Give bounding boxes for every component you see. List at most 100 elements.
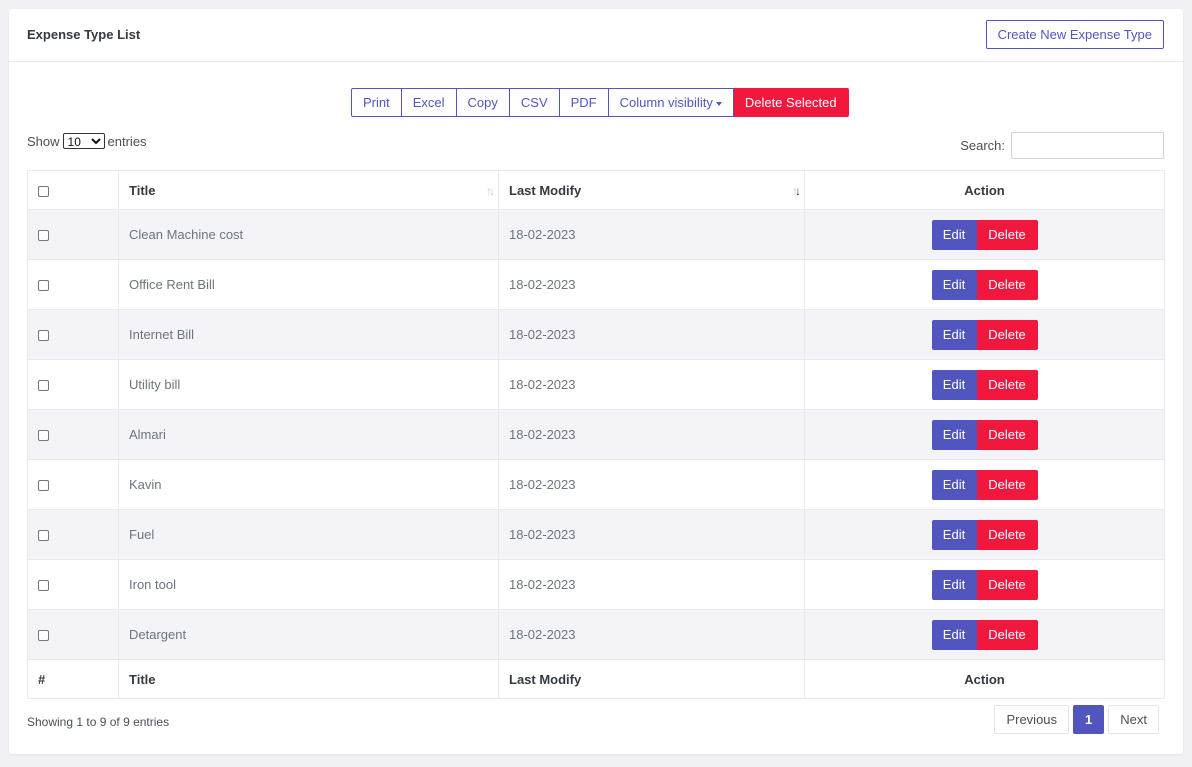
row-checkbox[interactable] [38, 530, 49, 542]
delete-button[interactable]: Delete [976, 569, 1038, 600]
column-visibility-button[interactable]: Column visibility [608, 88, 734, 117]
row-last-modify: 18-02-2023 [498, 359, 805, 410]
delete-button[interactable]: Delete [976, 619, 1038, 650]
copy-button[interactable]: Copy [456, 88, 510, 117]
page-1-button[interactable]: 1 [1073, 705, 1105, 734]
delete-selected-button[interactable]: Delete Selected [733, 88, 849, 117]
edit-button[interactable]: Edit [931, 469, 977, 500]
edit-button[interactable]: Edit [931, 619, 977, 650]
sort-icon: ↑↓ [486, 184, 495, 198]
row-actions: Edit Delete [804, 459, 1165, 510]
row-last-modify: 18-02-2023 [498, 459, 805, 510]
previous-page-button[interactable]: Previous [994, 705, 1070, 734]
table-row: Almari 18-02-2023 Edit Delete [27, 409, 1165, 460]
delete-button[interactable]: Delete [976, 269, 1038, 300]
table-row: Detargent 18-02-2023 Edit Delete [27, 609, 1165, 660]
table-row: Fuel 18-02-2023 Edit Delete [27, 509, 1165, 560]
action-footer: Action [804, 659, 1165, 699]
row-checkbox-cell [27, 359, 119, 410]
row-last-modify: 18-02-2023 [498, 559, 805, 610]
row-checkbox-cell [27, 259, 119, 310]
print-button[interactable]: Print [351, 88, 402, 117]
card-header: Expense Type List Create New Expense Typ… [9, 9, 1183, 62]
row-title: Utility bill [118, 359, 499, 410]
row-actions: Edit Delete [804, 409, 1165, 460]
title-header-label: Title [129, 182, 156, 198]
row-actions: Edit Delete [804, 509, 1165, 560]
table-row: Kavin 18-02-2023 Edit Delete [27, 459, 1165, 510]
row-checkbox[interactable] [38, 480, 49, 492]
last-modify-header[interactable]: Last Modify ↑↓ [498, 170, 805, 210]
edit-button[interactable]: Edit [931, 319, 977, 350]
table-row: Iron tool 18-02-2023 Edit Delete [27, 559, 1165, 610]
row-checkbox-cell [27, 209, 119, 260]
row-checkbox[interactable] [38, 630, 49, 642]
row-actions: Edit Delete [804, 259, 1165, 310]
row-checkbox[interactable] [38, 330, 49, 342]
delete-button[interactable]: Delete [976, 319, 1038, 350]
row-checkbox-cell [27, 559, 119, 610]
row-checkbox-cell [27, 309, 119, 360]
row-checkbox[interactable] [38, 230, 49, 242]
table-footer-row: # Title Last Modify Action [27, 659, 1165, 699]
row-title: Detargent [118, 609, 499, 660]
row-checkbox-cell [27, 509, 119, 560]
delete-button[interactable]: Delete [976, 369, 1038, 400]
title-header[interactable]: Title ↑↓ [118, 170, 499, 210]
csv-button[interactable]: CSV [509, 88, 560, 117]
table-row: Internet Bill 18-02-2023 Edit Delete [27, 309, 1165, 360]
title-footer: Title [118, 659, 499, 699]
caret-down-icon [715, 101, 722, 106]
row-actions: Edit Delete [804, 309, 1165, 360]
create-expense-type-button[interactable]: Create New Expense Type [985, 20, 1164, 49]
pdf-button[interactable]: PDF [559, 88, 609, 117]
row-title: Office Rent Bill [118, 259, 499, 310]
excel-button[interactable]: Excel [401, 88, 457, 117]
edit-button[interactable]: Edit [931, 269, 977, 300]
select-all-checkbox[interactable] [38, 185, 49, 197]
sort-desc-icon: ↑↓ [792, 184, 801, 198]
table-row: Utility bill 18-02-2023 Edit Delete [27, 359, 1165, 410]
page-title: Expense Type List [27, 27, 141, 42]
expense-type-card: Expense Type List Create New Expense Typ… [9, 9, 1183, 754]
table-row: Clean Machine cost 18-02-2023 Edit Delete [27, 209, 1165, 260]
row-checkbox[interactable] [38, 430, 49, 442]
last-modify-header-label: Last Modify [509, 182, 582, 198]
edit-button[interactable]: Edit [931, 519, 977, 550]
edit-button[interactable]: Edit [931, 369, 977, 400]
search-label: Search: [960, 138, 1005, 153]
row-last-modify: 18-02-2023 [498, 409, 805, 460]
edit-button[interactable]: Edit [931, 569, 977, 600]
search-control: Search: [960, 132, 1164, 159]
entries-length-control: Show 10 entries [27, 133, 147, 149]
row-last-modify: 18-02-2023 [498, 309, 805, 360]
next-page-button[interactable]: Next [1108, 705, 1159, 734]
search-input[interactable] [1011, 132, 1164, 159]
entries-label: entries [107, 133, 147, 149]
row-title: Almari [118, 409, 499, 460]
row-actions: Edit Delete [804, 609, 1165, 660]
expense-type-table: Title ↑↓ Last Modify ↑↓ Action Clean Machi… [27, 170, 1165, 699]
entries-select[interactable]: 10 [62, 133, 105, 149]
row-checkbox[interactable] [38, 380, 49, 392]
export-button-group: Print Excel Copy CSV PDF Column visibili… [351, 88, 849, 117]
row-title: Kavin [118, 459, 499, 510]
row-title: Fuel [118, 509, 499, 560]
row-title: Iron tool [118, 559, 499, 610]
delete-button[interactable]: Delete [976, 419, 1038, 450]
column-visibility-label: Column visibility [619, 95, 713, 110]
row-checkbox[interactable] [38, 580, 49, 592]
row-last-modify: 18-02-2023 [498, 259, 805, 310]
delete-button[interactable]: Delete [976, 469, 1038, 500]
edit-button[interactable]: Edit [931, 219, 977, 250]
row-title: Clean Machine cost [118, 209, 499, 260]
row-checkbox-cell [27, 609, 119, 660]
table-row: Office Rent Bill 18-02-2023 Edit Delete [27, 259, 1165, 310]
row-checkbox[interactable] [38, 280, 49, 292]
row-actions: Edit Delete [804, 209, 1165, 260]
edit-button[interactable]: Edit [931, 419, 977, 450]
delete-button[interactable]: Delete [976, 519, 1038, 550]
delete-button[interactable]: Delete [976, 219, 1038, 250]
table-header-row: Title ↑↓ Last Modify ↑↓ Action [27, 170, 1165, 210]
pagination: Previous 1 Next [994, 705, 1159, 734]
